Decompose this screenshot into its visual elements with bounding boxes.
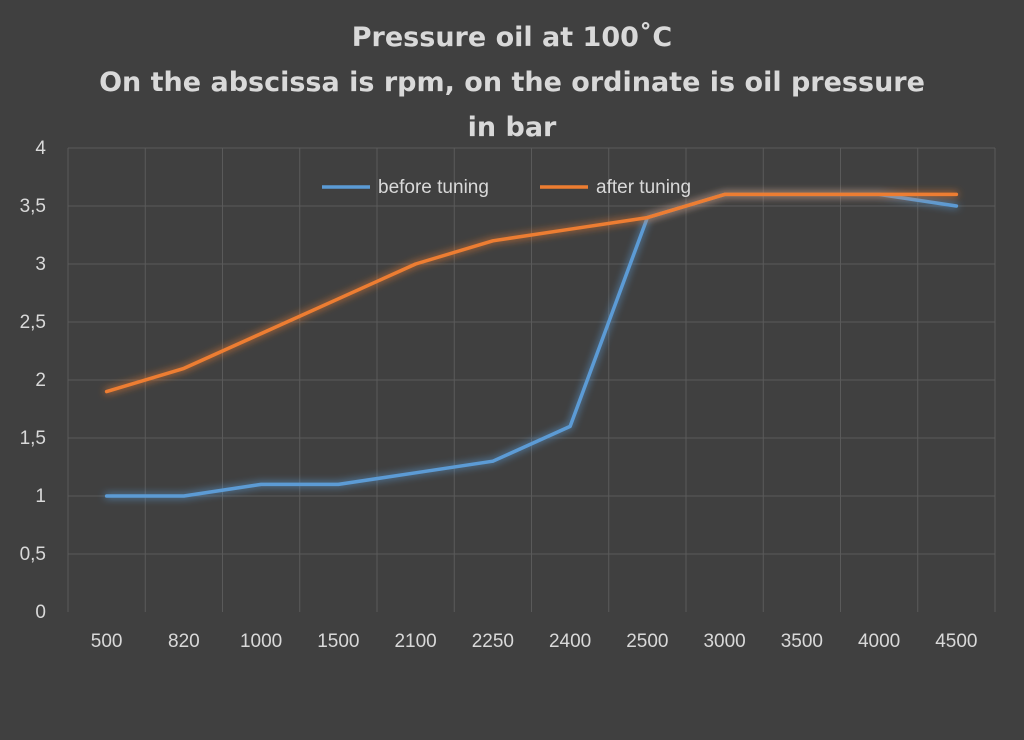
x-tick-label: 4500 [935, 631, 977, 652]
x-tick-label: 2500 [626, 631, 668, 652]
x-tick-label: 2100 [394, 631, 436, 652]
chart-title-line-1: Pressure oil at 100˚C [352, 22, 672, 53]
y-tick-label: 1 [35, 486, 46, 507]
x-tick-label: 2250 [472, 631, 514, 652]
y-tick-label: 1,5 [20, 428, 46, 449]
legend-label: after tuning [596, 177, 691, 198]
y-tick-label: 0,5 [20, 544, 46, 565]
x-tick-label: 1000 [240, 631, 282, 652]
y-tick-label: 0 [35, 602, 46, 623]
x-tick-label: 3000 [703, 631, 745, 652]
x-tick-label: 500 [91, 631, 123, 652]
x-tick-label: 2400 [549, 631, 591, 652]
y-tick-label: 4 [35, 138, 46, 159]
y-tick-label: 3 [35, 254, 46, 275]
chart-title-line-3: in bar [468, 112, 557, 143]
y-tick-label: 2 [35, 370, 46, 391]
series-line-1 [104, 192, 959, 394]
x-tick-label: 820 [168, 631, 200, 652]
x-tick-label: 3500 [781, 631, 823, 652]
y-tick-label: 3,5 [20, 196, 46, 217]
chart-title-line-2: On the abscissa is rpm, on the ordinate … [99, 67, 925, 98]
x-tick-label: 4000 [858, 631, 900, 652]
x-tick-label: 1500 [317, 631, 359, 652]
legend-label: before tuning [378, 177, 489, 198]
y-tick-label: 2,5 [20, 312, 46, 333]
